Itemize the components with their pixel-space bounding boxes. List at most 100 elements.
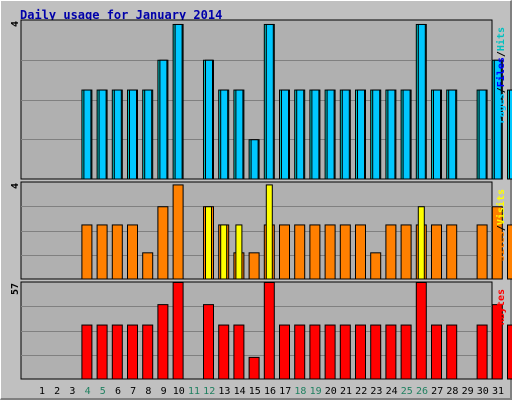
bar-kbytes-day-29 <box>477 325 487 379</box>
bar-pages-day-5 <box>114 90 121 179</box>
bar-sites-day-4 <box>97 225 107 279</box>
x-tick-label: 24 <box>386 386 398 397</box>
bar-sites-day-9 <box>173 185 183 279</box>
chart-panel-2: 4 Sites/Visits <box>10 182 512 279</box>
bar-kbytes-day-16 <box>280 325 290 379</box>
bar-sites-day-17 <box>295 225 305 279</box>
legend: Sites/Visits <box>495 189 507 261</box>
legend-kbytes: KBytes <box>496 289 507 325</box>
bar-sites-day-22 <box>371 253 381 279</box>
bar-sites-day-31 <box>508 225 512 279</box>
bar-kbytes-day-15 <box>264 283 274 380</box>
bar-kbytes-day-7 <box>143 325 153 379</box>
bar-kbytes-day-11 <box>204 305 214 379</box>
x-tick-label: 4 <box>85 386 91 397</box>
x-tick-label: 5 <box>100 386 106 397</box>
x-tick-label: 17 <box>279 386 291 397</box>
bar-kbytes-day-12 <box>219 325 229 379</box>
bar-visits-day-13 <box>236 225 242 279</box>
x-tick-label: 3 <box>69 386 75 397</box>
bar-kbytes-day-20 <box>340 325 350 379</box>
bar-pages-day-23 <box>388 90 395 179</box>
x-tick-label: 27 <box>431 386 443 397</box>
legend: KBytes <box>496 289 507 325</box>
x-tick-label: 15 <box>249 386 261 397</box>
axis-max-label: 4 <box>10 21 21 27</box>
bar-pages-day-11 <box>206 60 213 179</box>
legend-hits: Hits <box>495 27 507 51</box>
bar-sites-day-23 <box>386 225 396 279</box>
legend-files: Files <box>495 57 507 87</box>
bar-pages-day-25 <box>418 24 425 179</box>
bar-pages-day-13 <box>236 90 243 179</box>
bar-kbytes-day-26 <box>432 325 442 379</box>
bar-pages-day-21 <box>358 90 365 179</box>
bar-sites-day-18 <box>310 225 320 279</box>
bar-pages-day-27 <box>449 90 456 179</box>
bar-pages-day-17 <box>297 90 304 179</box>
x-tick-label: 18 <box>294 386 306 397</box>
chart-panel-3: 57 KBytes <box>10 282 512 379</box>
bar-sites-day-24 <box>401 225 411 279</box>
x-tick-label: 13 <box>218 386 230 397</box>
bar-kbytes-day-17 <box>295 325 305 379</box>
bar-pages-day-14 <box>251 140 258 179</box>
bar-kbytes-day-14 <box>249 357 259 379</box>
bar-pages-day-6 <box>130 90 137 179</box>
x-tick-label: 8 <box>145 386 151 397</box>
x-tick-label: 21 <box>340 386 352 397</box>
legend-sites: Sites <box>495 231 507 261</box>
bar-sites-day-26 <box>432 225 442 279</box>
bar-kbytes-day-25 <box>416 283 426 380</box>
bar-sites-day-20 <box>340 225 350 279</box>
bar-visits-day-15 <box>266 185 272 279</box>
bar-kbytes-day-24 <box>401 325 411 379</box>
bar-sites-day-8 <box>158 207 168 279</box>
bar-kbytes-day-27 <box>447 325 457 379</box>
bar-sites-day-29 <box>477 225 487 279</box>
x-tick-label: 9 <box>161 386 167 397</box>
bar-kbytes-day-19 <box>325 325 335 379</box>
x-tick-label: 26 <box>416 386 428 397</box>
x-tick-label: 11 <box>188 386 200 397</box>
x-tick-label: 19 <box>310 386 322 397</box>
bar-pages-day-22 <box>373 90 380 179</box>
legend-pages: Pages <box>496 93 507 123</box>
bar-kbytes-day-18 <box>310 325 320 379</box>
bar-kbytes-day-23 <box>386 325 396 379</box>
bar-pages-day-19 <box>327 90 334 179</box>
bar-kbytes-day-3 <box>82 325 92 379</box>
bar-kbytes-day-5 <box>112 325 122 379</box>
bar-sites-day-27 <box>447 225 457 279</box>
bar-kbytes-day-13 <box>234 325 244 379</box>
x-tick-label: 30 <box>477 386 489 397</box>
x-tick-label: 2 <box>54 386 60 397</box>
bar-pages-day-7 <box>145 90 152 179</box>
bar-pages-day-26 <box>434 90 441 179</box>
bar-sites-day-19 <box>325 225 335 279</box>
bar-kbytes-day-22 <box>371 325 381 379</box>
bar-sites-day-5 <box>112 225 122 279</box>
x-tick-label: 14 <box>234 386 246 397</box>
chart-panel-1: 4 Pages/Files/Hits <box>10 20 512 179</box>
bar-kbytes-day-21 <box>356 325 366 379</box>
bar-kbytes-day-6 <box>128 325 138 379</box>
bar-sites-day-6 <box>128 225 138 279</box>
axis-max-label: 57 <box>10 283 21 295</box>
bar-visits-day-11 <box>206 207 212 279</box>
x-tick-label: 7 <box>130 386 136 397</box>
legend: Pages/Files/Hits <box>495 27 507 123</box>
axis-max-label: 4 <box>10 183 21 189</box>
x-tick-label: 25 <box>401 386 413 397</box>
x-tick-label: 10 <box>173 386 185 397</box>
x-tick-label: 20 <box>325 386 337 397</box>
bar-sites-day-16 <box>280 225 290 279</box>
bar-pages-day-9 <box>175 24 182 179</box>
bar-pages-day-12 <box>221 90 228 179</box>
x-tick-label: 1 <box>39 386 45 397</box>
bar-visits-day-12 <box>221 225 227 279</box>
x-tick-label: 6 <box>115 386 121 397</box>
bar-kbytes-day-9 <box>173 283 183 380</box>
